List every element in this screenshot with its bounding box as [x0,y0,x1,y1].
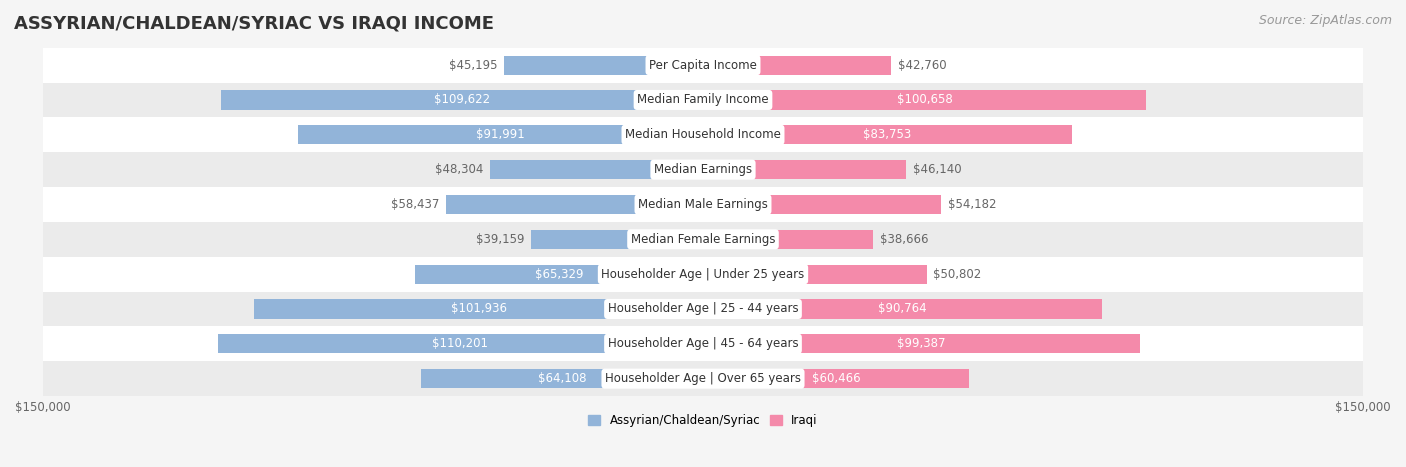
Bar [703,160,905,179]
Text: $91,991: $91,991 [477,128,524,142]
Text: $50,802: $50,802 [934,268,981,281]
Bar [530,230,703,249]
Text: Median Female Earnings: Median Female Earnings [631,233,775,246]
Bar [491,160,703,179]
Bar [446,195,703,214]
Text: $110,201: $110,201 [433,337,488,350]
Bar [703,125,1071,144]
Bar [42,187,1364,222]
Text: $109,622: $109,622 [433,93,489,106]
Bar [42,326,1364,361]
Bar [703,91,1146,110]
Bar [42,48,1364,83]
Text: $60,466: $60,466 [811,372,860,385]
Text: $83,753: $83,753 [863,128,911,142]
Bar [42,257,1364,291]
Text: Householder Age | Over 65 years: Householder Age | Over 65 years [605,372,801,385]
Text: Median Household Income: Median Household Income [626,128,780,142]
Text: $64,108: $64,108 [537,372,586,385]
Text: $101,936: $101,936 [451,303,506,316]
Text: $58,437: $58,437 [391,198,439,211]
Bar [703,299,1102,318]
Bar [42,222,1364,257]
Text: Householder Age | Under 25 years: Householder Age | Under 25 years [602,268,804,281]
Text: Median Family Income: Median Family Income [637,93,769,106]
Bar [254,299,703,318]
Text: $42,760: $42,760 [898,59,946,71]
Bar [42,291,1364,326]
Text: $65,329: $65,329 [536,268,583,281]
Bar [218,334,703,354]
Text: $99,387: $99,387 [897,337,946,350]
Bar [42,152,1364,187]
Text: ASSYRIAN/CHALDEAN/SYRIAC VS IRAQI INCOME: ASSYRIAN/CHALDEAN/SYRIAC VS IRAQI INCOME [14,14,494,32]
Text: $54,182: $54,182 [948,198,997,211]
Text: Median Earnings: Median Earnings [654,163,752,176]
Bar [505,56,703,75]
Bar [42,83,1364,117]
Text: $38,666: $38,666 [880,233,928,246]
Text: Householder Age | 25 - 44 years: Householder Age | 25 - 44 years [607,303,799,316]
Bar [42,117,1364,152]
Legend: Assyrian/Chaldean/Syriac, Iraqi: Assyrian/Chaldean/Syriac, Iraqi [583,410,823,432]
Text: $100,658: $100,658 [897,93,952,106]
Text: $45,195: $45,195 [449,59,498,71]
Bar [415,265,703,284]
Text: Per Capita Income: Per Capita Income [650,59,756,71]
Bar [420,369,703,388]
Text: Householder Age | 45 - 64 years: Householder Age | 45 - 64 years [607,337,799,350]
Bar [703,334,1140,354]
Bar [703,265,927,284]
Text: $39,159: $39,159 [475,233,524,246]
Text: Source: ZipAtlas.com: Source: ZipAtlas.com [1258,14,1392,27]
Bar [221,91,703,110]
Text: Median Male Earnings: Median Male Earnings [638,198,768,211]
Text: $46,140: $46,140 [912,163,962,176]
Bar [703,230,873,249]
Bar [42,361,1364,396]
Text: $90,764: $90,764 [879,303,927,316]
Bar [703,195,942,214]
Text: $48,304: $48,304 [436,163,484,176]
Bar [703,369,969,388]
Bar [298,125,703,144]
Bar [703,56,891,75]
